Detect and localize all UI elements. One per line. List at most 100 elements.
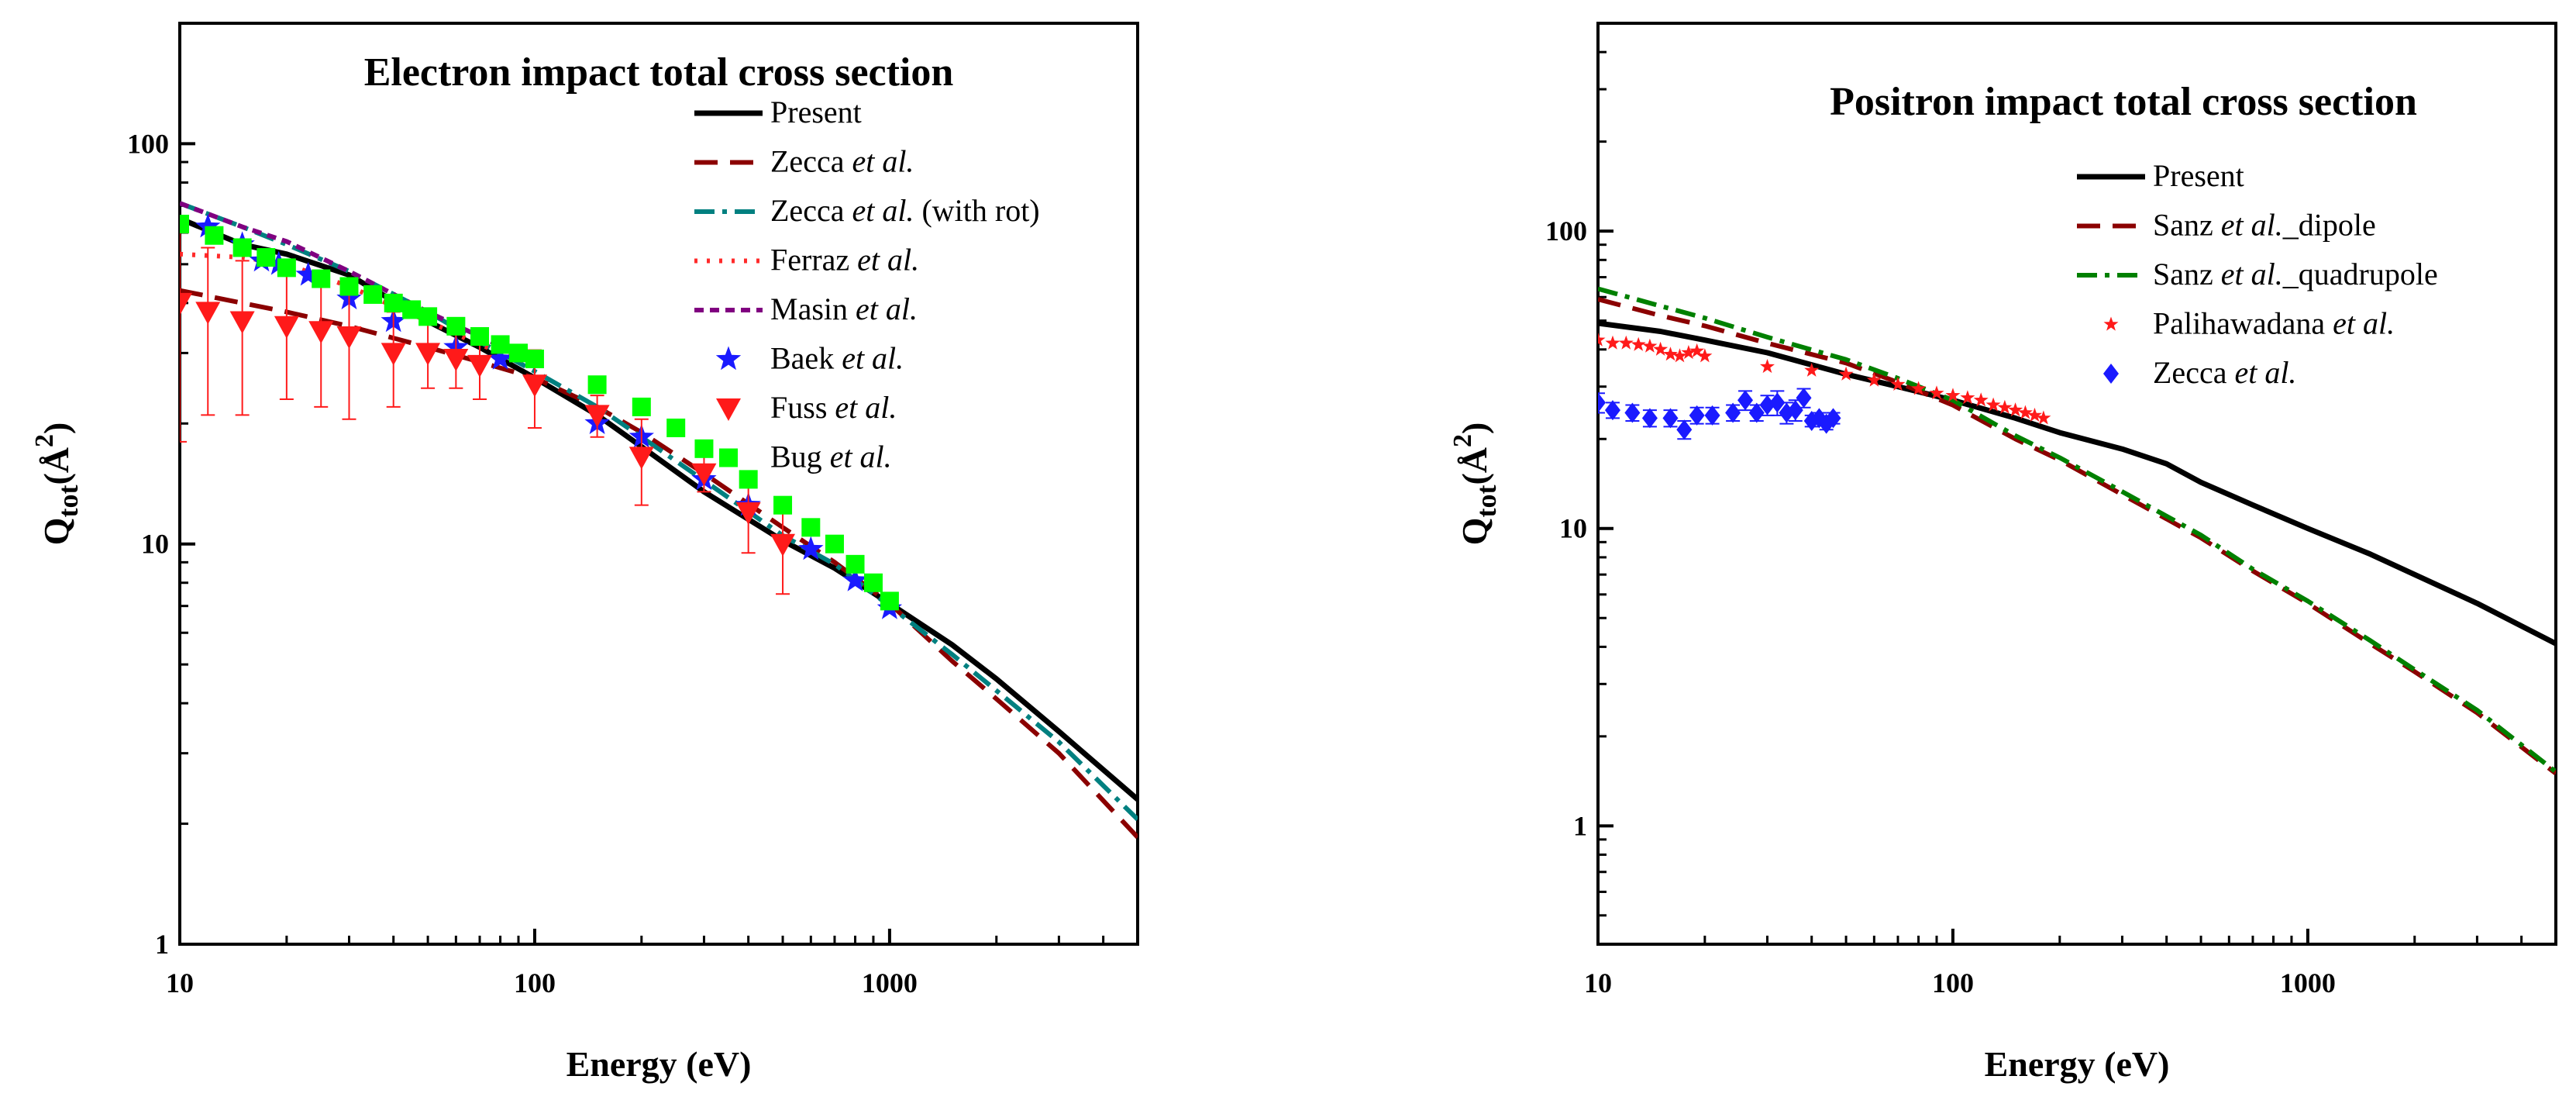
plot-area [180, 201, 1138, 840]
legend-label: Present [2153, 158, 2244, 193]
data-point [195, 213, 221, 238]
data-point [1642, 338, 1658, 353]
data-point [363, 285, 383, 304]
data-point [2036, 410, 2051, 425]
data-point [402, 300, 422, 319]
data-point [1624, 402, 1641, 423]
data-point [1838, 366, 1854, 381]
svg-text:Qtot(Å2): Qtot(Å2) [30, 422, 84, 546]
data-point [487, 346, 513, 370]
data-point [1748, 402, 1765, 423]
y-tick-label: 10 [141, 529, 169, 560]
legend: Present Zecca et al. Zecca et al. (with ro… [694, 95, 1040, 474]
data-point [1825, 408, 1841, 429]
data-point [1997, 399, 2013, 414]
x-axis-label: Energy (eV) [1985, 1044, 2170, 1084]
legend-label: Sanz et al._dipole [2153, 208, 2376, 243]
data-point [863, 573, 883, 592]
data-point [295, 261, 321, 286]
legend-label: Fuss et al. [770, 390, 897, 425]
data-point [2017, 405, 2033, 419]
data-point [842, 567, 868, 591]
legend-label: Bug et al. [770, 440, 892, 474]
data-point [1737, 390, 1754, 411]
data-point [1653, 341, 1669, 356]
data-point [205, 226, 224, 245]
x-axis-label: Energy (eV) [567, 1044, 752, 1084]
data-point [880, 591, 899, 611]
data-point [1769, 392, 1786, 413]
data-point [1960, 390, 1975, 405]
legend-label: Sanz et al._quadrupole [2153, 257, 2438, 291]
data-point [1787, 400, 1803, 421]
y-axis-label: Qtot(Å2) [1448, 422, 1502, 546]
data-point [274, 316, 299, 339]
legend: Present Sanz et al._dipole Sanz et al._qua… [2077, 158, 2438, 390]
series-line [180, 201, 1138, 822]
data-point [491, 335, 510, 354]
legend-marker-sample [2103, 364, 2119, 384]
data-point [845, 554, 865, 574]
data-point [1663, 347, 1678, 361]
data-point [666, 418, 686, 437]
data-point [180, 292, 192, 316]
y-tick-label: 10 [1559, 513, 1587, 544]
x-tick-label: 1000 [2280, 967, 2336, 998]
data-point [801, 518, 821, 537]
data-point [1605, 335, 1620, 350]
data-point [381, 343, 406, 366]
data-point [1689, 405, 1705, 426]
data-point [257, 248, 276, 267]
data-point [1760, 359, 1775, 374]
data-point [1676, 419, 1693, 440]
axes-ticks: 10 100 1000 1 10 100 [127, 128, 1105, 998]
legend-label: Baek et al. [770, 341, 904, 376]
plot-area [1598, 286, 2556, 776]
data-point [1618, 335, 1634, 350]
y-tick-label: 100 [127, 128, 169, 159]
data-point [1598, 332, 1606, 347]
data-point [584, 405, 610, 428]
data-point [180, 215, 189, 234]
data-point [1929, 385, 1944, 400]
data-point [1689, 343, 1705, 357]
data-point [694, 439, 714, 458]
data-point [1604, 400, 1620, 421]
series-line [1598, 297, 2556, 776]
x-tick-label: 1000 [862, 967, 918, 998]
series-group [180, 201, 1138, 840]
legend-label: Zecca et al. [770, 144, 914, 179]
legend-label: Zecca et al. [2153, 355, 2296, 390]
data-point [1697, 348, 1713, 363]
legend-label: Present [770, 95, 862, 129]
data-point [1866, 372, 1882, 387]
data-point [446, 316, 466, 336]
data-point [1641, 408, 1658, 429]
legend-marker-sample [716, 398, 741, 421]
x-tick-label: 10 [166, 967, 194, 998]
data-point [1662, 408, 1679, 429]
data-point [1911, 381, 1927, 395]
series-line [1598, 320, 2556, 647]
data-point [277, 258, 296, 278]
data-point [1985, 397, 2001, 412]
data-point [1973, 392, 1989, 407]
y-axis-label: Qtot(Å2) [30, 422, 84, 546]
legend-label: Palihawadana et al. [2153, 306, 2395, 341]
data-point [384, 293, 403, 312]
data-point [773, 495, 793, 515]
data-point [1759, 395, 1775, 416]
y-tick-label: 1 [1573, 810, 1587, 841]
data-point [691, 463, 717, 486]
plot-frame [1596, 22, 2557, 946]
series-line [180, 216, 1138, 802]
data-point [1890, 377, 1906, 391]
data-point [1804, 362, 1820, 377]
data-point [1672, 348, 1687, 363]
data-point [735, 502, 761, 525]
legend-label: Zecca et al. (with rot) [770, 193, 1040, 228]
data-point [195, 302, 221, 325]
electron-chart-panel: Electron impact total cross section Ener… [30, 22, 1139, 1084]
axes-ticks: 10 100 1000 1 10 100 [1545, 50, 2523, 998]
